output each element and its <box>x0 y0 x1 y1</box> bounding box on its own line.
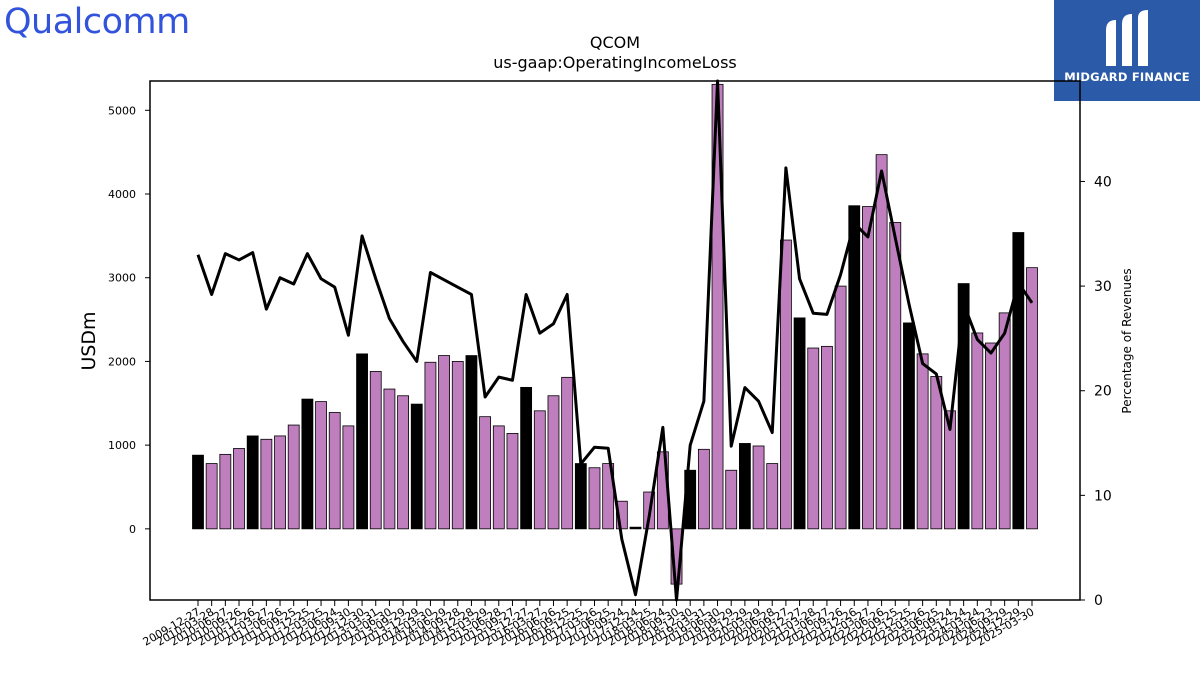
midgard-logo-icon <box>1106 10 1148 66</box>
bar-2024-09-29 <box>998 312 1011 530</box>
y-tick-label: 5000 <box>108 104 136 117</box>
bar-2012-06-24 <box>328 412 341 530</box>
bar-2012-03-25 <box>315 401 327 530</box>
y-tick-label: 4000 <box>108 188 136 201</box>
bar-2022-12-25 <box>903 322 915 530</box>
bar-2021-12-26 <box>848 205 861 530</box>
bar-2024-06-23 <box>985 342 997 530</box>
bar-2024-12-29 <box>1012 232 1025 530</box>
y2-tick-label: 0 <box>1094 593 1103 609</box>
bar-2023-03-26 <box>916 353 929 530</box>
bar-2014-03-30 <box>424 361 437 530</box>
bar-2023-06-25 <box>930 376 943 530</box>
midgard-finance-badge: MIDGARD FINANCE <box>1054 0 1200 101</box>
y2-tick-label: 20 <box>1094 384 1112 400</box>
bar-2021-03-28 <box>807 347 820 530</box>
bar-2022-03-27 <box>862 206 874 530</box>
bar-2020-12-27 <box>793 317 806 530</box>
percent-of-revenue-line <box>196 79 1034 602</box>
y-axis-right: 0 10 20 30 40 <box>1080 174 1112 609</box>
bar-2014-06-29 <box>438 355 451 530</box>
x-axis: 2009-12-272010-03-282010-06-272010-09-26… <box>141 600 1037 649</box>
chart-title: QCOM <box>590 33 640 52</box>
bars-layer <box>192 83 1038 585</box>
y2-tick-label: 10 <box>1094 488 1112 504</box>
bar-2013-03-31 <box>369 371 382 530</box>
bar-2017-09-24 <box>615 500 628 530</box>
bar-2013-09-29 <box>397 395 409 530</box>
bar-2016-06-26 <box>547 395 560 530</box>
bar-2025-03-30 <box>1026 267 1038 530</box>
bar-2009-12-27 <box>192 454 204 530</box>
y-tick-label: 0 <box>129 523 136 536</box>
bar-2011-12-25 <box>301 398 314 530</box>
bar-2013-06-30 <box>383 388 396 530</box>
bar-2010-03-28 <box>205 463 218 530</box>
bar-2010-09-26 <box>233 448 245 530</box>
y-tick-label: 1000 <box>108 439 136 452</box>
bar-2016-03-27 <box>533 410 546 530</box>
bar-2012-12-30 <box>356 353 368 530</box>
bar-2024-03-24 <box>971 332 984 530</box>
bar-2011-03-27 <box>260 438 273 530</box>
bar-2015-12-27 <box>520 386 533 530</box>
bar-2015-06-28 <box>492 425 505 530</box>
bar-2020-03-29 <box>752 445 765 530</box>
bar-2019-09-29 <box>725 469 738 530</box>
bar-2023-12-24 <box>957 283 970 530</box>
bar-2019-03-31 <box>697 448 710 530</box>
bar-2021-06-27 <box>821 345 833 530</box>
bar-2015-03-29 <box>479 416 492 530</box>
y2-tick-label: 30 <box>1094 279 1112 295</box>
qualcomm-logo: Qualcomm <box>4 2 190 42</box>
line-layer <box>196 79 1034 602</box>
y-axis-left: 0 1000 2000 3000 4000 5000 <box>108 104 150 536</box>
y-tick-label: 3000 <box>108 272 136 285</box>
bar-2014-12-28 <box>465 355 478 530</box>
bar-2011-06-26 <box>274 435 286 530</box>
bar-2021-09-26 <box>834 285 847 530</box>
bar-2015-09-27 <box>506 433 519 530</box>
bar-2013-12-29 <box>410 403 423 530</box>
chart-subtitle: us-gaap:OperatingIncomeLoss <box>493 53 737 72</box>
bar-2022-09-25 <box>889 222 902 530</box>
bar-2020-06-28 <box>766 463 779 530</box>
bar-2017-06-25 <box>602 463 615 530</box>
bar-2016-09-25 <box>561 376 574 530</box>
y2-tick-label: 40 <box>1094 174 1112 190</box>
bar-2010-12-26 <box>246 435 259 530</box>
bar-2017-03-26 <box>588 467 601 530</box>
plot-frame <box>149 80 1081 601</box>
bar-2020-09-27 <box>780 239 792 530</box>
badge-text: MIDGARD FINANCE <box>1064 70 1190 84</box>
bar-2012-09-30 <box>342 425 355 530</box>
bar-2017-12-24 <box>629 526 642 530</box>
bar-2016-12-25 <box>574 463 587 530</box>
bar-2022-06-26 <box>875 154 888 530</box>
bar-2019-12-29 <box>738 443 751 530</box>
bar-2014-09-28 <box>451 361 464 530</box>
bar-2023-09-24 <box>944 410 956 530</box>
y-tick-label: 2000 <box>108 355 136 368</box>
bar-2010-06-27 <box>219 453 232 530</box>
y2-axis-label: Percentage of Revenues <box>1120 268 1134 413</box>
y-axis-label: USDm <box>78 311 100 370</box>
bar-2011-09-25 <box>287 424 300 530</box>
